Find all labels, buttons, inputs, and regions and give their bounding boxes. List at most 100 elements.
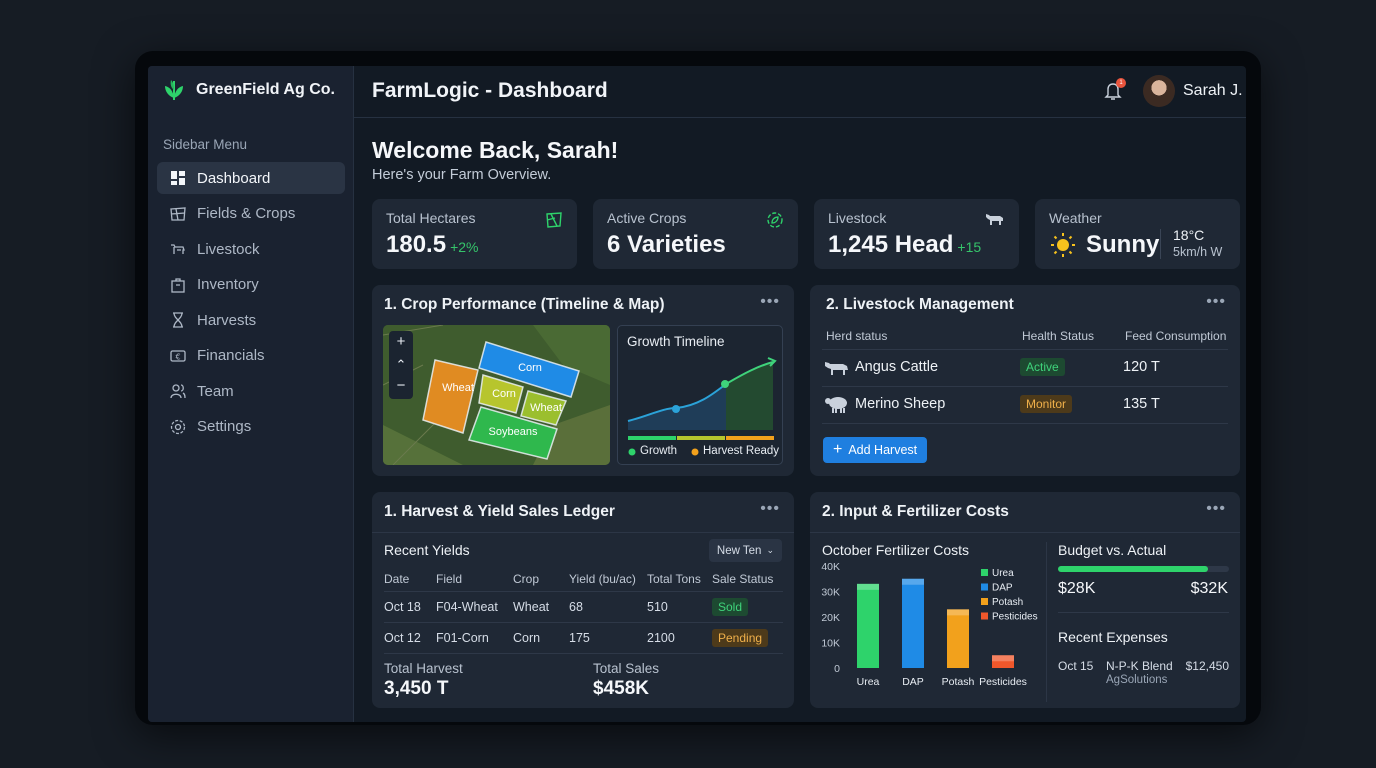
sidebar-item-dashboard[interactable]: Dashboard (157, 162, 345, 194)
feed-value: 120 T (1123, 359, 1160, 375)
panel-divider (810, 532, 1240, 533)
page-title: FarmLogic - Dashboard (372, 79, 608, 102)
field-label: Corn (518, 362, 542, 374)
more-options-icon[interactable]: ••• (1206, 293, 1226, 310)
sidebar-item-financials[interactable]: € Financials (157, 340, 345, 372)
stat-card-hectares[interactable]: Total Hectares 180.5 +2% (372, 199, 577, 269)
screen: GreenField Ag Co. Sidebar Menu Dashboard… (148, 66, 1246, 722)
pan-up-button[interactable]: ⌃ (395, 357, 407, 372)
sidebar-item-label: Team (197, 382, 234, 400)
cell-date: Oct 12 (384, 631, 421, 645)
legend-harvest-ready: Harvest Ready (703, 445, 780, 457)
brand[interactable]: GreenField Ag Co. (162, 78, 335, 102)
field-map[interactable]: Corn Wheat Corn Wheat Soybeans + ⌃ − (383, 325, 610, 465)
sidebar-item-label: Livestock (197, 240, 260, 258)
row-divider (1058, 612, 1229, 613)
weather-condition: Sunny (1086, 231, 1160, 258)
sidebar-item-label: Dashboard (197, 169, 271, 187)
expense-row[interactable]: Oct 15 N-P-K Blend AgSolutions $12,450 (1058, 659, 1229, 691)
cell-crop: Corn (513, 631, 541, 645)
avatar[interactable] (1143, 75, 1175, 107)
notification-badge: 1 (1116, 78, 1126, 88)
sprout-icon (767, 212, 783, 228)
date-range-dropdown[interactable]: New Ten ⌄ (708, 539, 782, 562)
legend-swatch (981, 598, 988, 605)
expense-item: N-P-K Blend (1106, 659, 1173, 673)
sidebar-item-inventory[interactable]: Inventory (157, 269, 345, 301)
sidebar-item-label: Settings (197, 418, 252, 435)
budget-actual: $28K (1058, 580, 1096, 597)
sidebar-item-label: Inventory (197, 276, 259, 293)
sidebar-item-team[interactable]: Team (157, 375, 345, 407)
dropdown-value: New Ten (716, 544, 762, 557)
main-content: FarmLogic - Dashboard 1 Sarah J. Welcome… (354, 66, 1246, 722)
sidebar: GreenField Ag Co. Sidebar Menu Dashboard… (148, 66, 354, 722)
more-options-icon[interactable]: ••• (1206, 500, 1226, 517)
cell-yield: 175 (569, 631, 590, 645)
svg-text:€: € (175, 352, 180, 361)
y-tick-label: 0 (834, 663, 840, 675)
sidebar-heading: Sidebar Menu (163, 137, 248, 152)
stat-delta: +15 (957, 239, 982, 255)
field-map-image: Corn Wheat Corn Wheat Soybeans (383, 325, 610, 465)
weather-wind: 5km/h W (1173, 245, 1223, 259)
cow-icon (986, 214, 1003, 225)
weather-temp: 18°C (1173, 227, 1205, 243)
field-label: Wheat (530, 402, 562, 414)
table-row[interactable]: Merino Sheep Monitor 135 T (822, 387, 1228, 423)
bell-icon[interactable] (1104, 81, 1122, 101)
panel-divider (372, 532, 794, 533)
stat-card-crops[interactable]: Active Crops 6 Varieties (593, 199, 798, 269)
timeline-title: Growth Timeline (627, 334, 725, 349)
harvest-icon (173, 312, 183, 328)
bar-potash (947, 609, 969, 668)
button-label: Add Harvest (848, 443, 918, 457)
column-header: Crop (513, 572, 540, 586)
settings-icon (170, 419, 186, 434)
total-sales-label: Total Sales (593, 661, 660, 676)
budget-total: $32K (1190, 580, 1228, 597)
more-options-icon[interactable]: ••• (760, 500, 780, 517)
cell-crop: Wheat (513, 600, 550, 614)
more-options-icon[interactable]: ••• (760, 293, 780, 310)
zoom-out-button[interactable]: − (396, 377, 406, 394)
table-row[interactable]: Angus Cattle Active 120 T (822, 350, 1228, 386)
sidebar-item-fields[interactable]: Fields & Crops (157, 198, 345, 230)
column-header: Herd status (826, 329, 888, 343)
user-name[interactable]: Sarah J. (1183, 82, 1243, 99)
status-badge: Active (1020, 358, 1065, 376)
growth-timeline[interactable]: Growth Timeline Growth Harvest Rea (617, 325, 783, 465)
sidebar-item-settings[interactable]: Settings (157, 411, 345, 443)
brand-name: GreenField Ag Co. (196, 81, 335, 98)
table-row[interactable]: Oct 18 F04-Wheat Wheat 68 510 Sold (372, 592, 794, 622)
status-badge: Pending (712, 629, 769, 647)
sun-icon (1051, 233, 1075, 257)
bar-cap (902, 578, 924, 585)
x-tick-label: Pesticides (979, 676, 1027, 688)
field-map-icon (546, 212, 562, 228)
zoom-in-button[interactable]: + (396, 333, 406, 350)
sidebar-item-harvests[interactable]: Harvests (157, 304, 345, 336)
expenses-title: Recent Expenses (1058, 629, 1168, 645)
add-harvest-button[interactable]: + Add Harvest (823, 437, 928, 463)
top-bar: FarmLogic - Dashboard 1 Sarah J. (354, 66, 1246, 118)
stat-card-livestock[interactable]: Livestock 1,245 Head +15 (814, 199, 1019, 269)
row-divider (384, 622, 783, 623)
total-sales-value: $458K (593, 678, 649, 699)
column-header: Feed Consumption (1125, 329, 1227, 343)
stat-card-weather[interactable]: Weather Sunny 18°C 5km/h W (1035, 199, 1240, 269)
total-harvest-label: Total Harvest (384, 661, 463, 676)
row-divider (822, 386, 1228, 387)
sidebar-item-livestock[interactable]: Livestock (157, 233, 345, 265)
stat-value: 6 Varieties (607, 231, 726, 258)
table-row[interactable]: Oct 12 F01-Corn Corn 175 2100 Pending (372, 623, 794, 653)
x-tick-label: Urea (857, 676, 880, 688)
bar-pesticides (992, 655, 1014, 668)
status-badge: Sold (712, 598, 749, 616)
dashboard-icon (171, 171, 185, 185)
cow-icon (825, 362, 848, 375)
column-header: Total Tons (647, 572, 701, 586)
bar-dap (902, 578, 924, 668)
row-divider (822, 349, 1228, 350)
column-header: Health Status (1022, 329, 1095, 343)
